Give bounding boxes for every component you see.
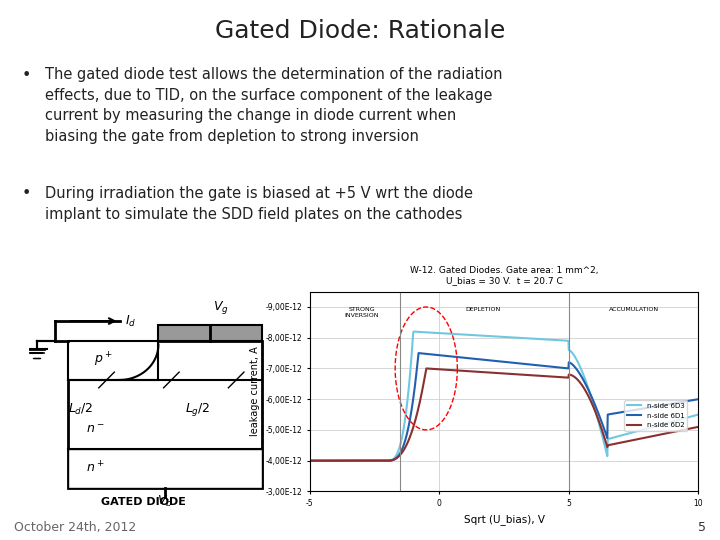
Text: $V_b$: $V_b$ <box>157 494 173 509</box>
n-side 6D3 <box>694 411 703 418</box>
Text: $L_d/2$: $L_d/2$ <box>68 402 94 417</box>
Text: •: • <box>22 186 31 201</box>
Text: October 24th, 2012: October 24th, 2012 <box>14 521 137 534</box>
Text: $p^+$: $p^+$ <box>94 351 112 369</box>
Text: Gated Diode: Rationale: Gated Diode: Rationale <box>215 19 505 43</box>
Legend: n-side 6D3, n-side 6D1, n-side 6D2: n-side 6D3, n-side 6D1, n-side 6D2 <box>624 400 687 431</box>
Title: W-12. Gated Diodes. Gate area: 1 mm^2,
U_bias = 30 V.  t = 20.7 C: W-12. Gated Diodes. Gate area: 1 mm^2, U… <box>410 266 598 285</box>
n-side 6D1 <box>477 356 485 363</box>
Text: STRONG
INVERSION: STRONG INVERSION <box>344 307 379 318</box>
Text: $n^+$: $n^+$ <box>86 461 104 476</box>
n-side 6D2 <box>609 441 618 448</box>
Line: n-side 6D1: n-side 6D1 <box>310 353 698 461</box>
Text: ACCUMULATION: ACCUMULATION <box>608 307 659 312</box>
n-side 6D1 <box>305 457 314 464</box>
n-side 6D2 <box>305 457 314 464</box>
n-side 6D3 <box>345 457 354 464</box>
Text: •: • <box>22 68 31 83</box>
Y-axis label: leakage current, A: leakage current, A <box>250 347 260 436</box>
n-side 6D2 <box>477 369 485 375</box>
n-side 6D1 <box>414 350 423 356</box>
n-side 6D3 <box>609 434 618 441</box>
Bar <box>158 325 262 341</box>
Text: GATED DIODE: GATED DIODE <box>102 497 186 507</box>
Bar <box>68 341 158 380</box>
Bar <box>68 341 262 488</box>
Text: $n^-$: $n^-$ <box>86 423 104 436</box>
Text: The gated diode test allows the determination of the radiation
effects, due to T: The gated diode test allows the determin… <box>45 68 502 144</box>
n-side 6D3 <box>463 332 472 338</box>
n-side 6D3 <box>572 357 581 363</box>
n-side 6D1 <box>345 457 354 464</box>
n-side 6D2 <box>345 457 354 464</box>
n-side 6D2 <box>422 365 431 372</box>
n-side 6D2 <box>463 368 472 374</box>
n-side 6D3 <box>305 457 314 464</box>
Text: $V_g$: $V_g$ <box>212 299 228 316</box>
n-side 6D1 <box>609 410 618 417</box>
n-side 6D2 <box>694 423 703 430</box>
X-axis label: Sqrt (U_bias), V: Sqrt (U_bias), V <box>464 514 544 524</box>
n-side 6D2 <box>572 376 581 382</box>
Line: n-side 6D2: n-side 6D2 <box>310 368 698 461</box>
n-side 6D2 <box>616 440 624 446</box>
Bar <box>68 449 262 488</box>
Text: 5: 5 <box>698 521 706 534</box>
Text: $I_d$: $I_d$ <box>125 314 136 329</box>
n-side 6D1 <box>463 355 472 361</box>
Text: During irradiation the gate is biased at +5 V wrt the diode
implant to simulate : During irradiation the gate is biased at… <box>45 186 472 222</box>
Line: n-side 6D3: n-side 6D3 <box>310 332 698 461</box>
n-side 6D1 <box>616 409 624 416</box>
n-side 6D1 <box>694 396 703 402</box>
n-side 6D1 <box>572 367 581 373</box>
n-side 6D3 <box>477 332 485 339</box>
Text: DEPLETION: DEPLETION <box>466 307 501 312</box>
n-side 6D3 <box>616 433 624 439</box>
n-side 6D3 <box>409 328 418 335</box>
Text: $L_g/2$: $L_g/2$ <box>184 401 210 418</box>
